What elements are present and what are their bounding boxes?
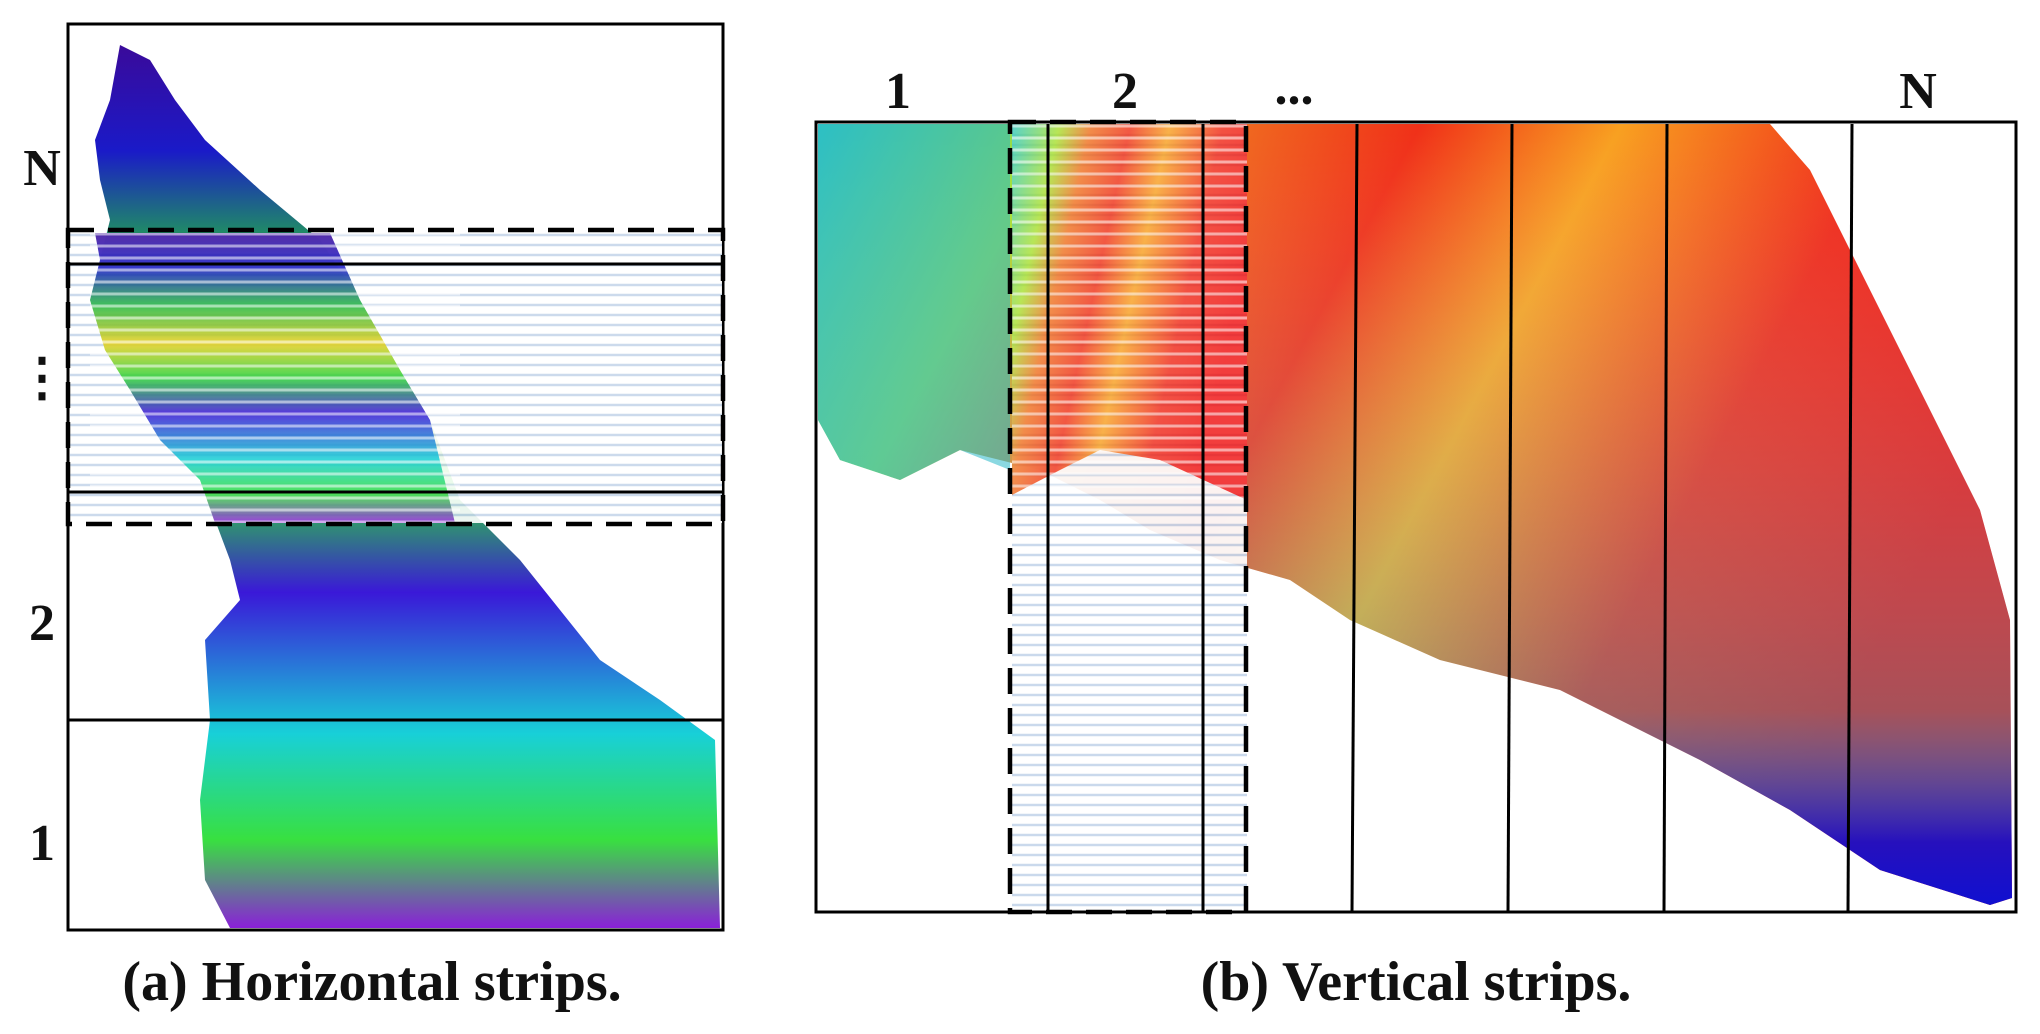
panel-b-strip-hatch-lines	[1012, 124, 1247, 500]
panel-b-strip-line-5	[1662, 123, 1669, 913]
panel-b-label-2: 2	[1112, 63, 1138, 120]
panel-b-strip-line-4	[1506, 123, 1514, 913]
panel-b-dashed-strip	[1007, 119, 1249, 915]
panel-b-label-n: N	[1899, 63, 1937, 120]
panel-a: N ⋮ 2 1 (a) Horizontal strips.	[16, 22, 726, 1013]
panel-a-dashed-strip	[65, 227, 726, 527]
panel-b-strip-line-3	[1350, 123, 1359, 913]
panel-b-label-1: 1	[885, 63, 911, 120]
panel-a-caption: (a) Horizontal strips.	[122, 951, 621, 1013]
panel-a-hatch-lines	[90, 233, 460, 523]
panel-a-label-n: N	[23, 140, 61, 197]
panel-b-label-ellipsis: ...	[1275, 59, 1314, 116]
panel-b: 1 2 ... N (b) Vertical strips.	[814, 59, 2018, 1013]
panel-b-strip-line-6	[1846, 123, 1854, 913]
panel-a-label-2: 2	[29, 595, 55, 652]
panel-a-label-1: 1	[29, 815, 55, 872]
panel-a-label-ellipsis: ⋮	[16, 350, 68, 407]
panel-b-caption: (b) Vertical strips.	[1201, 951, 1632, 1013]
panel-b-terrain-left-cool	[818, 124, 1010, 480]
